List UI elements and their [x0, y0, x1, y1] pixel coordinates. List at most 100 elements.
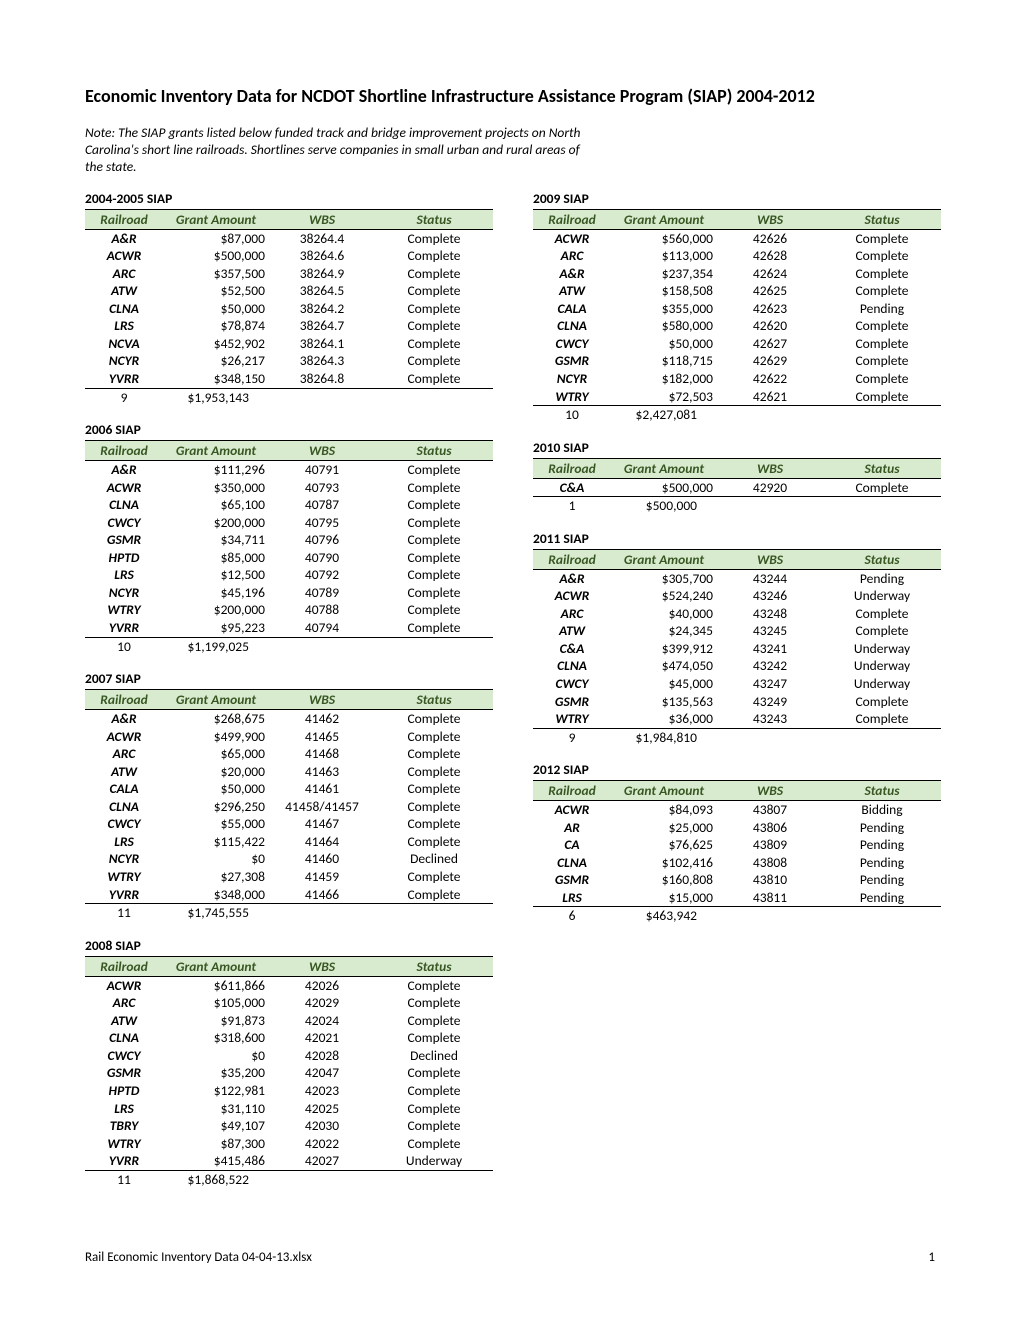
col-header-stat: Status [375, 209, 493, 229]
cell-amt: $34,711 [163, 531, 269, 549]
cell-amt: $95,223 [163, 619, 269, 637]
footer-filename: Rail Economic Inventory Data 04-04-13.xl… [85, 1250, 312, 1265]
cell-wbs: 40794 [269, 619, 375, 637]
cell-stat: Complete [375, 566, 493, 584]
cell-amt: $65,000 [163, 745, 269, 763]
grant-table: RailroadGrant AmountWBSStatusA&R$305,700… [533, 549, 941, 746]
table-row: YVRR$348,00041466Complete [85, 886, 493, 904]
cell-wbs: 42622 [717, 370, 823, 388]
cell-wbs: 38264.6 [269, 247, 375, 265]
siap-block-title: 2010 SIAP [533, 439, 941, 456]
table-row: ATW$158,50842625Complete [533, 282, 941, 300]
cell-stat: Complete [375, 282, 493, 300]
cell-wbs: 40796 [269, 531, 375, 549]
col-header-rail: Railroad [533, 781, 611, 801]
table-row: YVRR$95,22340794Complete [85, 619, 493, 637]
cell-stat: Complete [375, 601, 493, 619]
cell-stat: Complete [823, 317, 941, 335]
cell-rail: ATW [85, 763, 163, 781]
total-amount: $1,953,143 [163, 388, 269, 406]
cell-amt: $305,700 [611, 569, 717, 587]
cell-amt: $65,100 [163, 496, 269, 514]
cell-amt: $102,416 [611, 854, 717, 872]
cell-stat: Underway [823, 587, 941, 605]
siap-block: 2008 SIAPRailroadGrant AmountWBSStatusAC… [85, 937, 493, 1189]
table-row: CWCY$45,00043247Underway [533, 675, 941, 693]
cell-stat: Complete [375, 479, 493, 497]
cell-stat: Complete [375, 1100, 493, 1118]
cell-rail: WTRY [85, 1135, 163, 1153]
cell-rail: HPTD [85, 1082, 163, 1100]
cell-rail: ACWR [533, 587, 611, 605]
total-row: 11$1,868,522 [85, 1170, 493, 1188]
cell-wbs: 41465 [269, 728, 375, 746]
table-row: NCYR$26,21738264.3Complete [85, 352, 493, 370]
cell-rail: WTRY [85, 601, 163, 619]
cell-wbs: 42629 [717, 352, 823, 370]
cell-amt: $24,345 [611, 622, 717, 640]
col-header-amt: Grant Amount [611, 209, 717, 229]
cell-rail: YVRR [85, 886, 163, 904]
cell-wbs: 42024 [269, 1012, 375, 1030]
table-row: ACWR$611,86642026Complete [85, 976, 493, 994]
grant-table: RailroadGrant AmountWBSStatusA&R$87,0003… [85, 209, 493, 406]
cell-rail: YVRR [85, 619, 163, 637]
cell-rail: LRS [85, 566, 163, 584]
total-count: 1 [533, 497, 611, 515]
cell-amt: $350,000 [163, 479, 269, 497]
cell-wbs: 43249 [717, 693, 823, 711]
table-row: LRS$115,42241464Complete [85, 833, 493, 851]
table-row: WTRY$72,50342621Complete [533, 388, 941, 406]
cell-stat: Complete [375, 300, 493, 318]
cell-stat: Complete [375, 710, 493, 728]
cell-stat: Complete [375, 798, 493, 816]
cell-amt: $318,600 [163, 1029, 269, 1047]
cell-rail: A&R [533, 265, 611, 283]
cell-stat: Underway [823, 675, 941, 693]
cell-rail: ACWR [85, 247, 163, 265]
cell-wbs: 42620 [717, 317, 823, 335]
cell-rail: CWCY [85, 514, 163, 532]
cell-wbs: 41464 [269, 833, 375, 851]
cell-rail: A&R [85, 229, 163, 247]
table-row: CLNA$102,41643808Pending [533, 854, 941, 872]
cell-rail: WTRY [85, 868, 163, 886]
cell-wbs: 41468 [269, 745, 375, 763]
col-header-amt: Grant Amount [163, 441, 269, 461]
cell-amt: $50,000 [163, 780, 269, 798]
cell-amt: $200,000 [163, 514, 269, 532]
cell-amt: $115,422 [163, 833, 269, 851]
cell-wbs: 42028 [269, 1047, 375, 1065]
total-count: 11 [85, 904, 163, 922]
total-row: 10$2,427,081 [533, 406, 941, 424]
total-count: 10 [85, 637, 163, 655]
cell-amt: $560,000 [611, 229, 717, 247]
note-text: Note: The SIAP grants listed below funde… [85, 125, 585, 176]
cell-rail: CLNA [85, 496, 163, 514]
cell-amt: $49,107 [163, 1117, 269, 1135]
cell-wbs: 41467 [269, 815, 375, 833]
cell-rail: LRS [85, 317, 163, 335]
siap-block: 2006 SIAPRailroadGrant AmountWBSStatusA&… [85, 421, 493, 655]
table-row: LRS$78,87438264.7Complete [85, 317, 493, 335]
cell-amt: $348,150 [163, 370, 269, 388]
cell-stat: Declined [375, 850, 493, 868]
table-row: HPTD$85,00040790Complete [85, 549, 493, 567]
cell-wbs: 43807 [717, 801, 823, 819]
cell-stat: Complete [375, 496, 493, 514]
col-header-wbs: WBS [717, 458, 823, 478]
cell-rail: LRS [533, 889, 611, 907]
table-row: ARC$105,00042029Complete [85, 994, 493, 1012]
cell-rail: CA [533, 836, 611, 854]
footer-page: 1 [928, 1250, 935, 1265]
cell-wbs: 43242 [717, 657, 823, 675]
table-row: GSMR$135,56343249Complete [533, 693, 941, 711]
cell-amt: $76,625 [611, 836, 717, 854]
col-header-amt: Grant Amount [163, 690, 269, 710]
cell-stat: Complete [823, 622, 941, 640]
cell-stat: Complete [823, 229, 941, 247]
cell-amt: $15,000 [611, 889, 717, 907]
cell-stat: Complete [823, 605, 941, 623]
cell-stat: Complete [375, 994, 493, 1012]
cell-wbs: 42627 [717, 335, 823, 353]
